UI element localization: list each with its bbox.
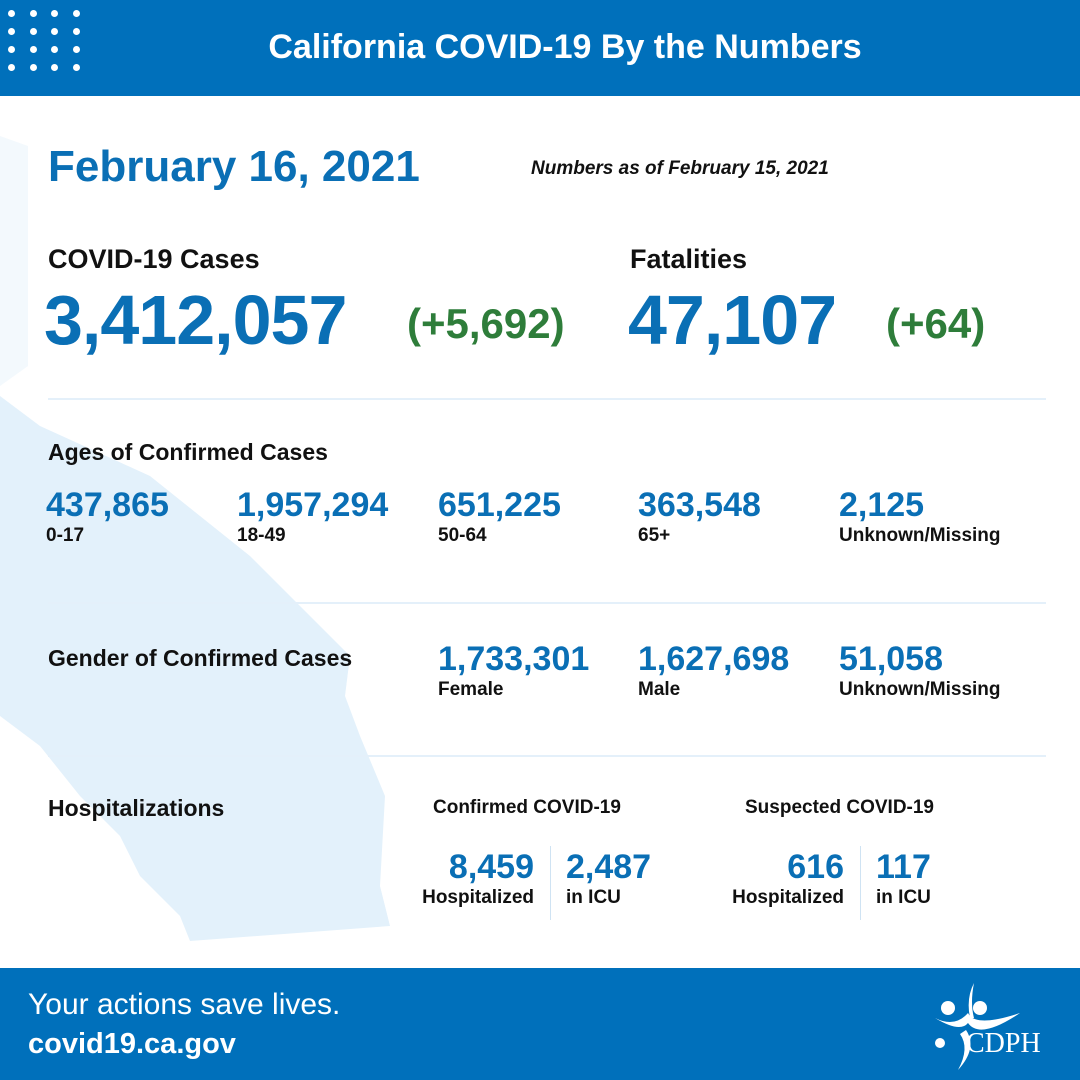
age-group-unknown: 2,125 Unknown/Missing: [839, 486, 1001, 546]
footer-banner: Your actions save lives. covid19.ca.gov …: [0, 968, 1080, 1080]
age-group-0-17: 437,865 0-17: [46, 486, 169, 546]
confirmed-icu: 2,487 in ICU: [566, 848, 652, 908]
gender-male: 1,627,698 Male: [638, 640, 790, 700]
cases-change: (+5,692): [407, 300, 565, 347]
california-map-icon: [0, 136, 390, 941]
as-of-note: Numbers as of February 15, 2021: [531, 158, 829, 179]
tagline: Your actions save lives.: [28, 988, 341, 1021]
divider: [48, 398, 1046, 400]
gender-label: Gender of Confirmed Cases: [48, 645, 353, 671]
gender-unknown: 51,058 Unknown/Missing: [839, 640, 1001, 700]
suspected-icu: 117 in ICU: [876, 848, 931, 908]
divider: [860, 846, 861, 920]
fatalities-change: (+64): [886, 300, 986, 347]
divider: [48, 602, 1046, 604]
report-date: February 16, 2021: [48, 142, 420, 191]
age-group-50-64: 651,225 50-64: [438, 486, 561, 546]
divider: [48, 755, 1046, 757]
fatalities-label: Fatalities: [630, 244, 748, 274]
cdph-logo-icon: CDPH: [930, 978, 1050, 1073]
header-banner: California COVID-19 By the Numbers: [0, 0, 1080, 96]
dots-decoration-icon: [8, 10, 94, 71]
ages-label: Ages of Confirmed Cases: [48, 439, 328, 465]
confirmed-hospitalized: 8,459 Hospitalized: [422, 848, 534, 908]
fatalities-value: 47,107: [628, 281, 837, 359]
hospitalizations-label: Hospitalizations: [48, 795, 225, 821]
cases-value: 3,412,057: [44, 281, 347, 359]
suspected-hospitalized: 616 Hospitalized: [732, 848, 844, 908]
cases-label: COVID-19 Cases: [48, 244, 260, 274]
age-group-65-plus: 363,548 65+: [638, 486, 761, 546]
confirmed-label: Confirmed COVID-19: [433, 797, 621, 818]
website-link[interactable]: covid19.ca.gov: [28, 1028, 236, 1060]
page-title: California COVID-19 By the Numbers: [268, 28, 862, 66]
gender-female: 1,733,301 Female: [438, 640, 590, 700]
suspected-label: Suspected COVID-19: [745, 797, 934, 818]
age-group-18-49: 1,957,294 18-49: [237, 486, 389, 546]
divider: [550, 846, 551, 920]
